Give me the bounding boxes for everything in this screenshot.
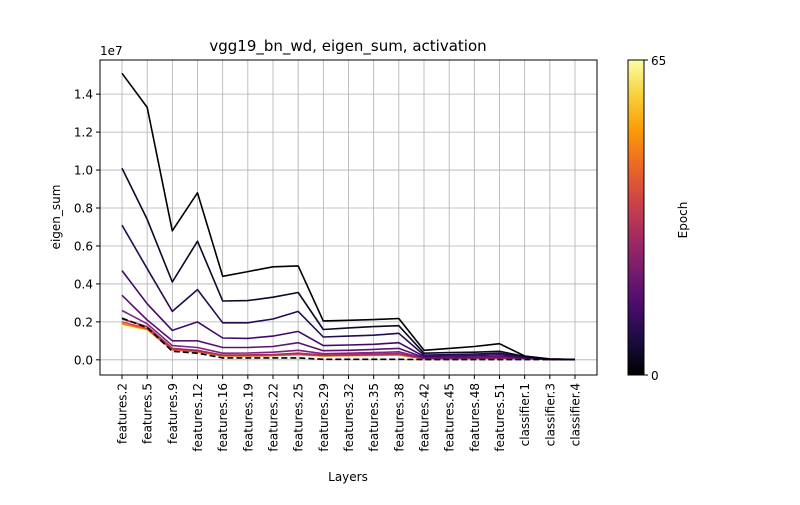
colorbar-max-label: 65 (651, 54, 666, 68)
x-tick-label: features.38 (392, 383, 406, 452)
series-line-epoch-0 (121, 72, 576, 361)
colorbar-min-label: 0 (651, 369, 659, 383)
x-tick-label: features.29 (317, 383, 331, 452)
series-line-epoch-20 (121, 309, 576, 361)
y-tick-label: 0.0 (74, 353, 93, 367)
x-tick-label: features.45 (443, 383, 457, 452)
y-tick-label: 1.2 (74, 126, 93, 140)
x-tick-label: features.35 (367, 383, 381, 452)
series-group (121, 72, 576, 361)
x-tick-label: features.9 (166, 383, 180, 444)
y-axis-label: eigen_sum (49, 185, 63, 250)
x-tick-label: classifier.4 (569, 383, 583, 446)
reference-dashed-line (121, 317, 575, 361)
x-tick-label: classifier.3 (543, 383, 557, 446)
y-tick-label: 1.0 (74, 164, 93, 178)
y-tick-label: 1.4 (74, 88, 93, 102)
chart-title: vgg19_bn_wd, eigen_sum, activation (209, 37, 486, 56)
x-tick-label: classifier.1 (518, 383, 532, 446)
colorbar-gradient (627, 59, 645, 376)
y-tick-label: 0.4 (74, 277, 93, 291)
x-tick-label: features.19 (241, 383, 255, 452)
x-tick-label: features.22 (267, 383, 281, 452)
x-axis: features.2 features.5 features.9 features.1… (116, 375, 583, 452)
series-line-epoch-6 (121, 224, 576, 361)
x-tick-label: features.12 (191, 383, 205, 452)
series-line-epoch-14 (121, 294, 576, 361)
x-tick-label: features.32 (342, 383, 356, 452)
colorbar-label: Epoch (676, 202, 690, 239)
x-tick-label: features.48 (468, 383, 482, 452)
y-tick-label: 0.8 (74, 202, 93, 216)
y-tick-label: 0.2 (74, 315, 93, 329)
y-axis: 0.0 0.2 0.4 0.6 0.8 1.0 1.2 1.4 (74, 88, 100, 367)
x-tick-label: features.2 (116, 383, 130, 444)
x-tick-label: features.51 (493, 383, 507, 452)
x-tick-label: features.25 (292, 383, 306, 452)
x-axis-label: Layers (328, 470, 368, 484)
x-tick-label: features.16 (216, 383, 230, 452)
series-line-epoch-10 (121, 270, 576, 361)
y-tick-label: 0.6 (74, 239, 93, 253)
y-scale-label: 1e7 (100, 44, 123, 58)
x-tick-label: features.5 (141, 383, 155, 444)
colorbar: 65 0 Epoch (627, 54, 690, 383)
x-tick-label: features.42 (418, 383, 432, 452)
series-line-epoch-3 (121, 167, 576, 361)
